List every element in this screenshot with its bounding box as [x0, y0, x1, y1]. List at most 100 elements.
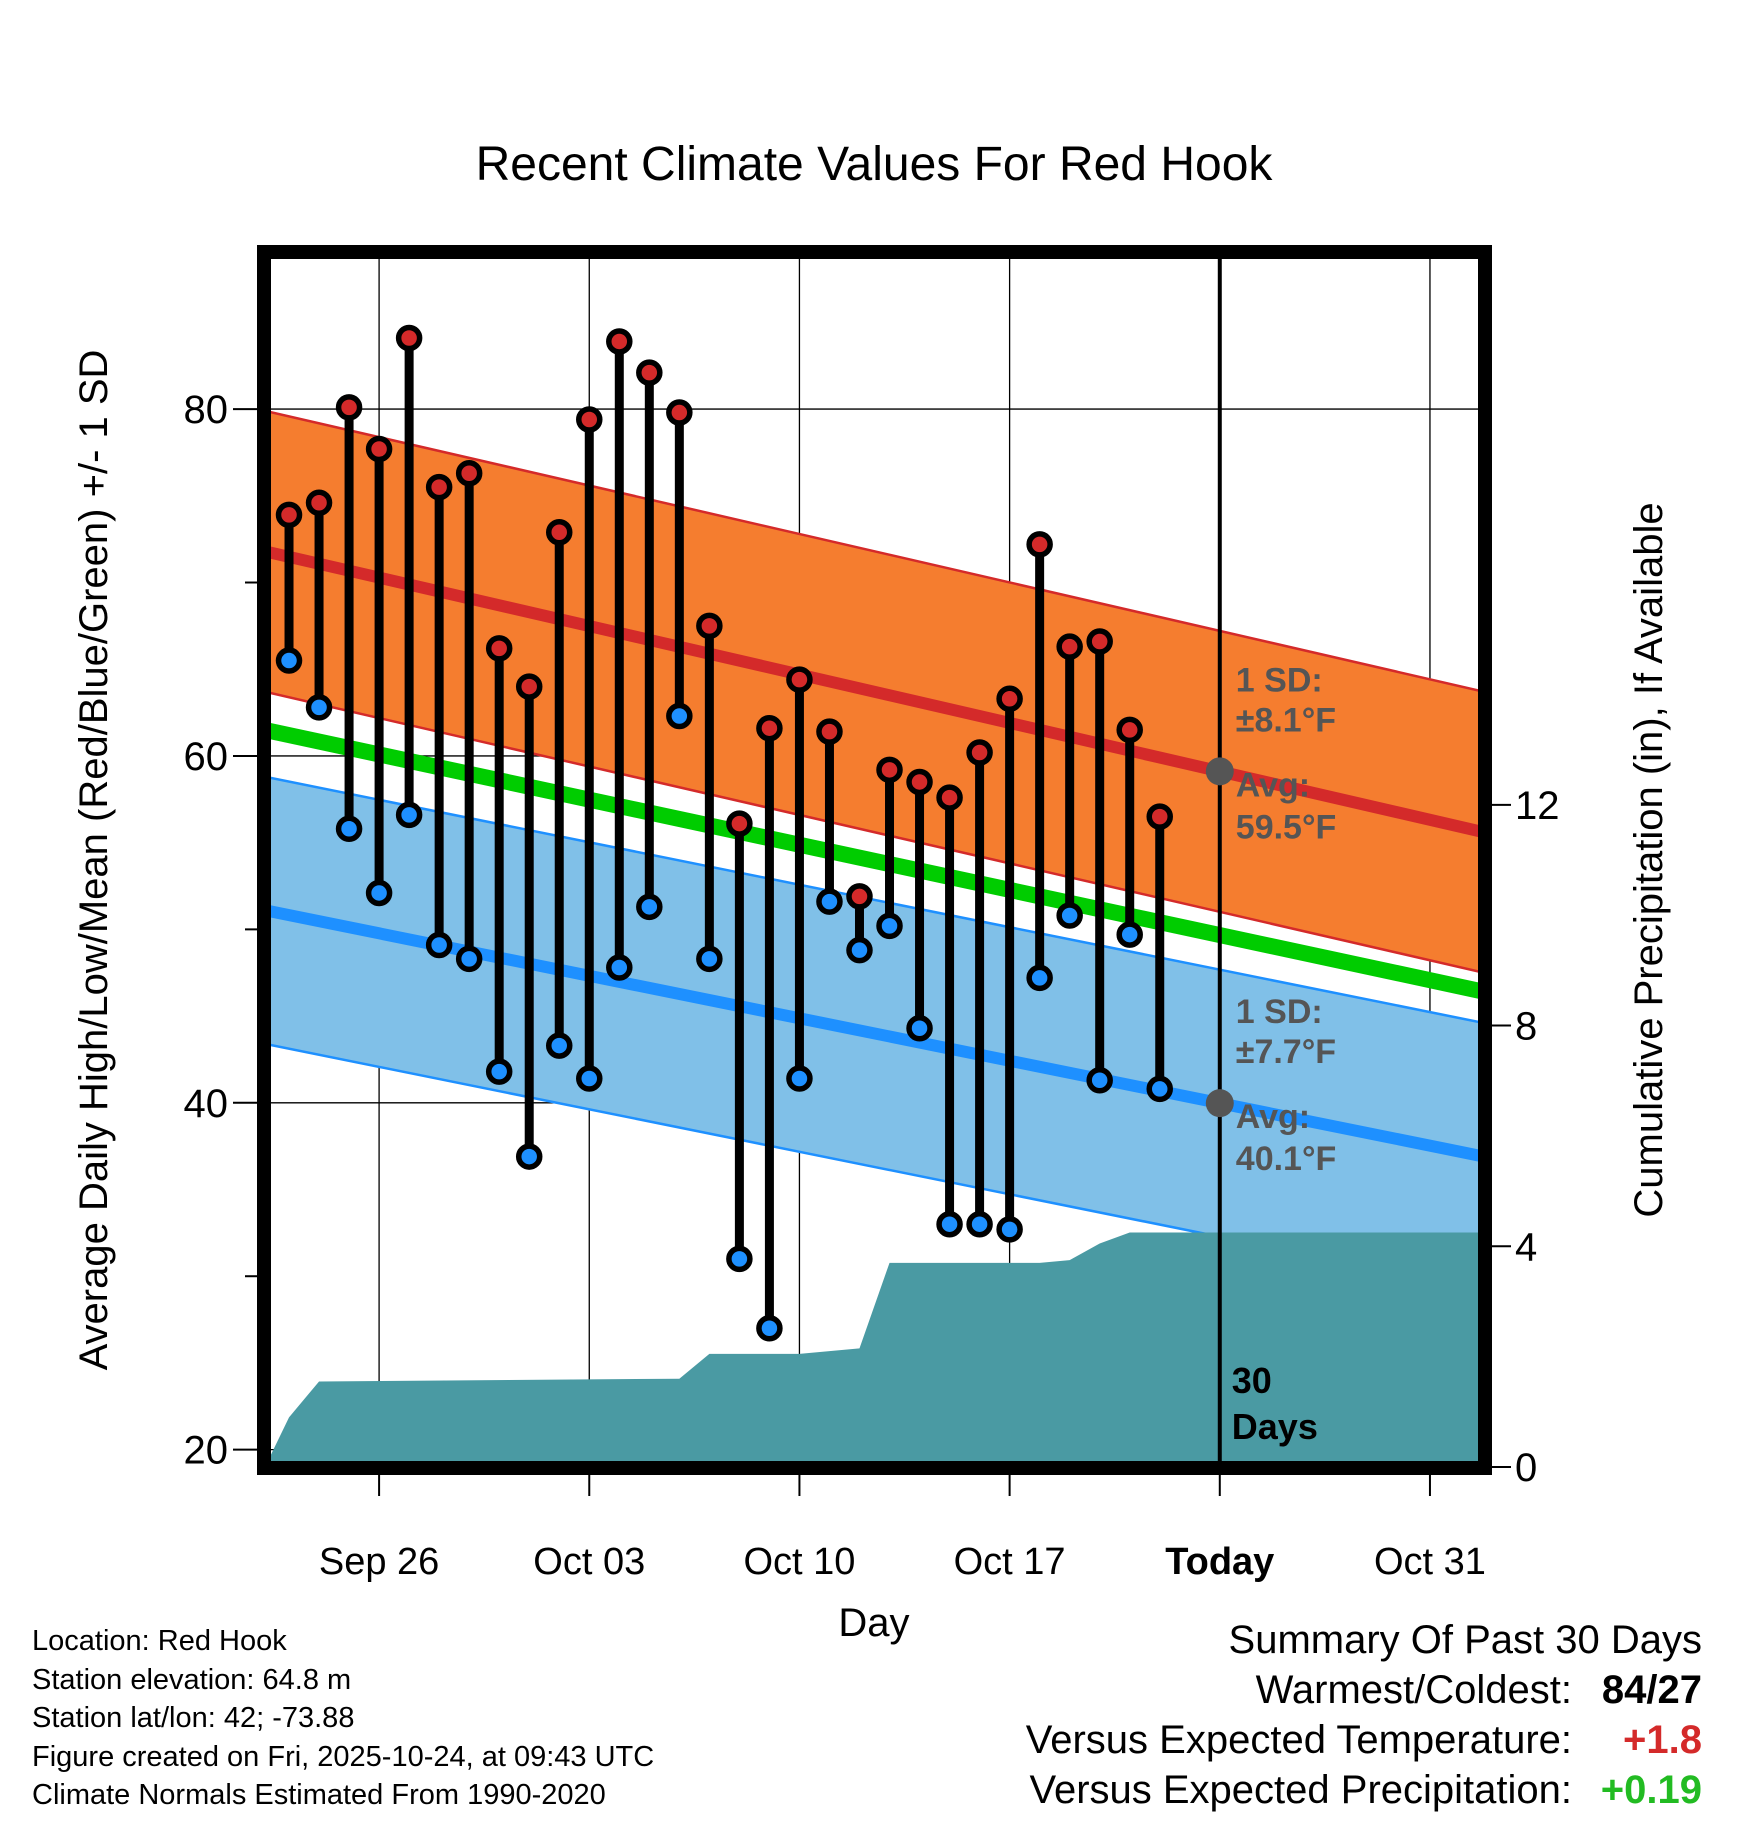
plot-area: 30 Days [265, 253, 1484, 1467]
daily-low-point [816, 888, 843, 915]
daily-low-point [545, 1032, 573, 1059]
precip-label: Versus Expected Precipitation: [1029, 1768, 1572, 1812]
daily-low-point [1116, 921, 1143, 948]
daily-high-point [906, 768, 933, 796]
daily-range-stems [275, 324, 1173, 1342]
y-tick-label: 20 [184, 1429, 229, 1473]
daily-high-point [425, 473, 453, 501]
daily-high-point [335, 394, 363, 421]
x-tick-label: Today [1165, 1541, 1274, 1583]
high-sd-value: ±8.1°F [1236, 701, 1336, 739]
daily-high-point [1056, 633, 1083, 660]
high-avg-label: Avg: [1236, 766, 1310, 804]
y-tick-label: 60 [184, 735, 229, 779]
daily-high-point [636, 359, 663, 386]
daily-low-point [1086, 1067, 1113, 1094]
daily-high-point [816, 718, 843, 745]
high-sd-label: 1 SD: [1236, 661, 1323, 699]
y2-axis-label: Cumulative Precipitation (in), If Availa… [1627, 502, 1671, 1217]
daily-low-point [365, 879, 393, 907]
latlon-text: Station lat/lon: 42; -73.88 [32, 1702, 355, 1734]
daily-high-point [756, 714, 783, 742]
daily-low-point [636, 893, 663, 921]
daily-high-point [545, 518, 573, 546]
daily-high-point [1086, 628, 1113, 655]
daily-low-point [335, 815, 363, 843]
daily-low-point [846, 936, 873, 964]
x-tick-label: Oct 03 [533, 1541, 645, 1583]
daily-low-point [1056, 902, 1083, 929]
daily-low-point [515, 1143, 543, 1170]
daily-low-point [1146, 1075, 1173, 1103]
daily-low-point [996, 1216, 1023, 1243]
daily-low-point [485, 1058, 513, 1085]
warmest-value: 84/27 [1601, 1668, 1702, 1712]
plot-frame [257, 245, 1492, 1475]
summary-title: Summary Of Past 30 Days [1228, 1618, 1702, 1662]
low-avg-label: Avg: [1236, 1098, 1310, 1136]
axes: 20 40 60 80 0 4 8 12 Sep 26 Oct 03 Oct 10 Oct 17 Tod… [184, 245, 1560, 1583]
x-axis-label: Day [838, 1601, 909, 1645]
daily-low-point [576, 1065, 603, 1092]
daily-high-point [606, 328, 633, 355]
daily-low-point [786, 1065, 813, 1092]
y-tick-label: 80 [184, 388, 229, 432]
high-normal-band-upper-edge [265, 409, 1484, 693]
daily-high-point [966, 739, 993, 766]
daily-high-point [275, 501, 303, 529]
daily-high-point [305, 489, 333, 516]
today-low-normal-marker [1205, 1089, 1234, 1118]
x-tick-label: Oct 31 [1374, 1541, 1486, 1583]
daily-high-point [876, 756, 903, 784]
daily-low-point [305, 694, 333, 721]
daily-high-point [846, 883, 873, 910]
x-tick-label: Sep 26 [319, 1541, 439, 1583]
daily-low-point [726, 1245, 753, 1273]
daily-high-point [455, 460, 483, 487]
y2-tick-label: 8 [1515, 1005, 1537, 1049]
low-sd-value: ±7.7°F [1236, 1033, 1336, 1071]
created-text: Figure created on Fri, 2025-10-24, at 09… [32, 1740, 655, 1773]
daily-high-point [666, 399, 693, 426]
daily-low-point [906, 1014, 933, 1042]
daily-high-point [1116, 716, 1143, 744]
y2-tick-label: 0 [1515, 1446, 1537, 1490]
y2-tick-label: 12 [1515, 784, 1560, 828]
cumulative-precip-area [265, 1232, 1484, 1467]
location-text: Location: Red Hook [32, 1625, 287, 1657]
chart-title: Recent Climate Values For Red Hook [476, 138, 1274, 191]
days-label: 30 Days [1232, 1360, 1318, 1447]
daily-high-point [786, 666, 813, 693]
y-axis-label: Average Daily High/Low/Mean (Red/Blue/Gr… [72, 350, 116, 1371]
low-avg-value: 40.1°F [1236, 1140, 1337, 1178]
daily-high-point [726, 810, 753, 837]
daily-low-point [876, 912, 903, 940]
daily-high-point [936, 784, 963, 811]
high-avg-value: 59.5°F [1236, 808, 1337, 846]
daily-low-point [966, 1210, 993, 1238]
daily-high-point [696, 612, 723, 640]
summary-panel: Summary Of Past 30 Days Warmest/Coldest:… [802, 1618, 1702, 1818]
warmest-label: Warmest/Coldest: [1255, 1668, 1572, 1712]
daily-high-point [1026, 531, 1053, 558]
y-tick-label: 40 [184, 1082, 229, 1126]
daily-high-point [395, 324, 423, 352]
low-sd-label: 1 SD: [1236, 993, 1323, 1031]
temp-label: Versus Expected Temperature: [1025, 1718, 1572, 1762]
daily-low-point [606, 954, 633, 981]
daily-high-point [515, 673, 543, 700]
precip-value: +0.19 [1600, 1768, 1702, 1812]
daily-low-point [756, 1315, 783, 1342]
daily-high-point [485, 635, 513, 662]
station-info: Location: Red Hook Station elevation: 64… [32, 1622, 654, 1815]
daily-low-point [275, 647, 303, 674]
daily-high-point [1146, 803, 1173, 830]
daily-high-point [365, 435, 393, 463]
elevation-text: Station elevation: 64.8 m [32, 1663, 352, 1696]
normals-text: Climate Normals Estimated From 1990-2020 [32, 1779, 606, 1811]
x-tick-label: Oct 17 [954, 1541, 1066, 1583]
daily-low-point [395, 801, 423, 829]
daily-low-point [936, 1210, 963, 1238]
